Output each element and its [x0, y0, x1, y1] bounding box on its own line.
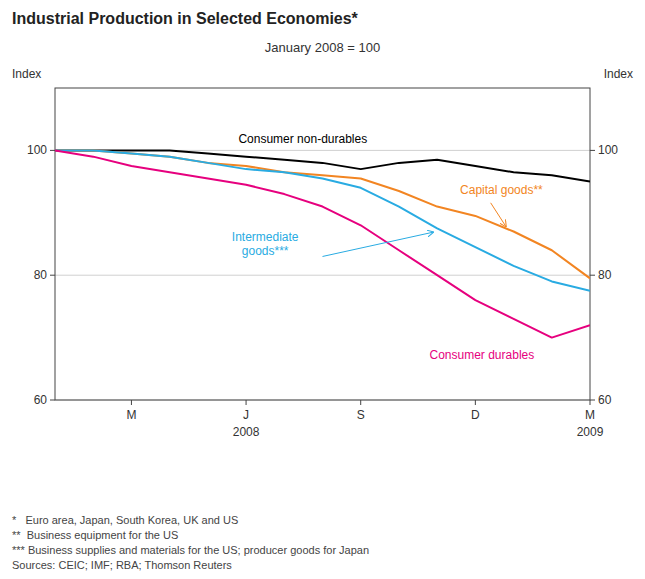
label-arrow	[491, 203, 506, 227]
year-label: 2008	[233, 425, 260, 439]
footnote: ** Business equipment for the US	[12, 529, 178, 541]
series-label: Capital goods**	[460, 183, 543, 197]
series-label-line: Consumer durables	[430, 348, 535, 362]
y-tick	[50, 400, 55, 401]
y2-tick	[590, 400, 595, 401]
x-tick	[590, 400, 591, 405]
y2-tick-label: 80	[598, 268, 612, 282]
x-tick-label: S	[357, 408, 365, 422]
year-label: 2009	[577, 425, 604, 439]
x-tick-label: M	[126, 408, 136, 422]
x-tick	[475, 400, 476, 405]
series-label-line: Capital goods**	[460, 183, 543, 197]
series-label-line: goods***	[242, 244, 289, 258]
y-tick-label: 80	[34, 268, 48, 282]
y-tick-label: 60	[34, 393, 48, 407]
x-tick	[360, 400, 361, 405]
title: Industrial Production in Selected Econom…	[12, 10, 359, 27]
x-tick-label: J	[243, 408, 249, 422]
series-label: Consumer non-durables	[238, 132, 367, 146]
chart: Industrial Production in Selected Econom…	[0, 0, 645, 579]
x-tick	[131, 400, 132, 405]
label-arrow	[323, 232, 434, 256]
series-line	[55, 150, 590, 278]
footnote: * Euro area, Japan, South Korea, UK and …	[12, 514, 238, 526]
y-tick-label: 100	[27, 143, 47, 157]
x-tick	[246, 400, 247, 405]
y-tick	[50, 275, 55, 276]
plot-frame	[55, 88, 590, 400]
series-label-line: Intermediate	[232, 230, 299, 244]
x-tick-label: D	[471, 408, 480, 422]
footnote: Sources: CEIC; IMF; RBA; Thomson Reuters	[12, 559, 232, 571]
y2-tick	[590, 150, 595, 151]
series-line	[55, 150, 590, 337]
series-line	[55, 150, 590, 290]
x-tick-label: M	[585, 408, 595, 422]
y-axis-label: Index	[12, 67, 41, 81]
series-label: Consumer durables	[430, 348, 535, 362]
y2-tick	[590, 275, 595, 276]
y2-tick-label: 60	[598, 393, 612, 407]
y2-axis-label: Index	[604, 67, 633, 81]
y2-tick-label: 100	[598, 143, 618, 157]
series-label: Intermediategoods***	[232, 230, 299, 258]
grid-line	[55, 275, 590, 276]
footnote: *** Business supplies and materials for …	[12, 544, 369, 556]
y-tick	[50, 150, 55, 151]
subtitle: January 2008 = 100	[265, 40, 380, 55]
lines	[55, 150, 590, 337]
series-label-line: Consumer non-durables	[238, 132, 367, 146]
